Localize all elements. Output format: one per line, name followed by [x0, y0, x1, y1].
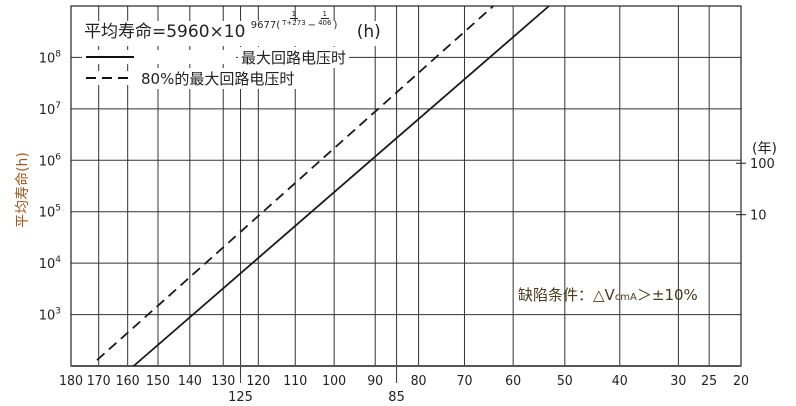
x-tick-label: 50: [557, 374, 573, 389]
series-line-solid: [133, 5, 550, 367]
formula-exponent-close: ): [333, 20, 338, 31]
annotation-sub: cmA: [614, 292, 637, 303]
y2-tick-label: 10: [750, 209, 767, 224]
formula-fraction-1: 1 T+273: [282, 10, 306, 27]
x-tick-label: 40: [612, 374, 628, 389]
x-tick-label: 160: [116, 374, 140, 389]
y-tick-label: 108: [39, 49, 62, 66]
x-tick-label: 170: [87, 374, 111, 389]
x-tick-label: 70: [456, 374, 472, 389]
chart-title-formula: 平均寿命=5960×10 9677(1 T+273−1 406) (h): [82, 10, 383, 46]
x-tick-label: 150: [146, 374, 170, 389]
y-tick-label: 103: [39, 307, 61, 324]
y-tick-label: 105: [39, 204, 61, 221]
legend-label-solid: 最大回路电压时: [238, 47, 350, 68]
frac1-num: 1: [289, 10, 299, 19]
legend-label-dashed: 80%的最大回路电压时: [138, 68, 298, 89]
x-tick-label: 180: [59, 374, 83, 389]
y-axis-label: 平均寿命(h): [15, 152, 31, 228]
x-tick-label: 100: [322, 374, 346, 389]
x-tick-label: 130: [211, 374, 235, 389]
y-tick-label: 106: [39, 152, 62, 169]
legend-bg: [82, 50, 236, 64]
x-tick-label: 20: [733, 374, 749, 389]
annotation-prefix: 缺陷条件：△V: [518, 286, 615, 304]
x-tick-label-lower: 125: [228, 390, 253, 405]
formula-prefix: 平均寿命=5960×10: [84, 22, 246, 42]
formula-fraction-2: 1 406: [318, 10, 331, 27]
x-tick-label: 80: [411, 374, 427, 389]
x-tick-label: 110: [283, 374, 307, 389]
y-tick-label: 104: [39, 255, 62, 272]
x-tick-label: 120: [246, 374, 270, 389]
frac1-den: T+273: [282, 19, 306, 27]
frac2-num: 1: [320, 10, 329, 19]
x-tick-label: 30: [670, 374, 686, 389]
x-tick-label: 25: [701, 374, 717, 389]
x-tick-label: 60: [505, 374, 521, 389]
formula-minus: −: [307, 20, 317, 31]
x-tick-label: 140: [178, 374, 202, 389]
formula-exponent-coef: 9677(: [250, 20, 281, 31]
x-tick-label-lower: 85: [388, 390, 405, 405]
series-line-dashed: [96, 5, 494, 361]
annotation-suffix: ＞±10%: [636, 286, 698, 304]
formula-unit: (h): [356, 22, 381, 42]
y2-axis-unit: (年): [752, 141, 777, 157]
y-tick-label: 107: [39, 101, 61, 118]
x-tick-label: 90: [367, 374, 383, 389]
failure-criterion-annotation: 缺陷条件：△VcmA＞±10%: [518, 284, 698, 305]
frac2-den: 406: [318, 19, 332, 27]
y2-tick-label: 100: [750, 157, 775, 172]
